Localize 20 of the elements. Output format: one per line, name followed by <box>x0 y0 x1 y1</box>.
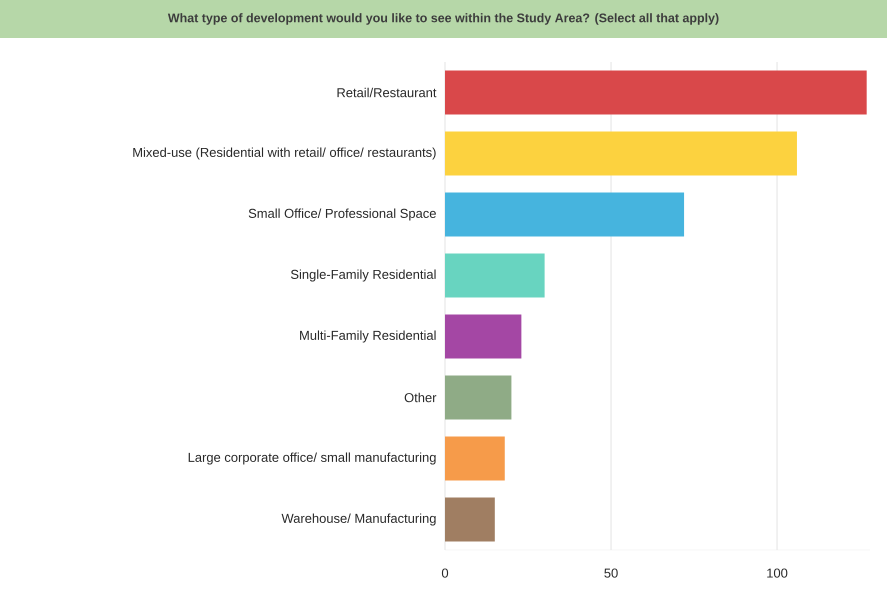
y-tick-label: Retail/Restaurant <box>337 88 436 98</box>
y-tick-label: Mixed-use (Residential with retail/ office/ restaurants) <box>133 147 436 160</box>
y-tick-label: Small Office/ Professional Space <box>248 208 436 221</box>
bar <box>445 70 867 114</box>
y-tick-label: Other <box>404 392 436 402</box>
x-tick-label: 100 <box>767 568 788 578</box>
bar <box>445 132 797 176</box>
y-tick-label: Large corporate office/ small manufacturing <box>188 452 436 465</box>
bar <box>445 254 545 298</box>
bar <box>445 376 512 420</box>
bar <box>445 498 495 542</box>
y-tick-label: Multi-Family Residential <box>300 330 436 343</box>
chart-title: What type of development would you like to see within the Study Area? (Select all that apply) <box>168 13 719 25</box>
bar <box>445 436 505 480</box>
bar <box>445 314 522 358</box>
y-tick-label: Single-Family Residential <box>290 269 436 282</box>
x-tick-label: 50 <box>604 568 618 578</box>
x-tick-label: 0 <box>442 568 448 578</box>
bar <box>445 192 684 236</box>
y-tick-label: Warehouse/ Manufacturing <box>282 513 436 526</box>
